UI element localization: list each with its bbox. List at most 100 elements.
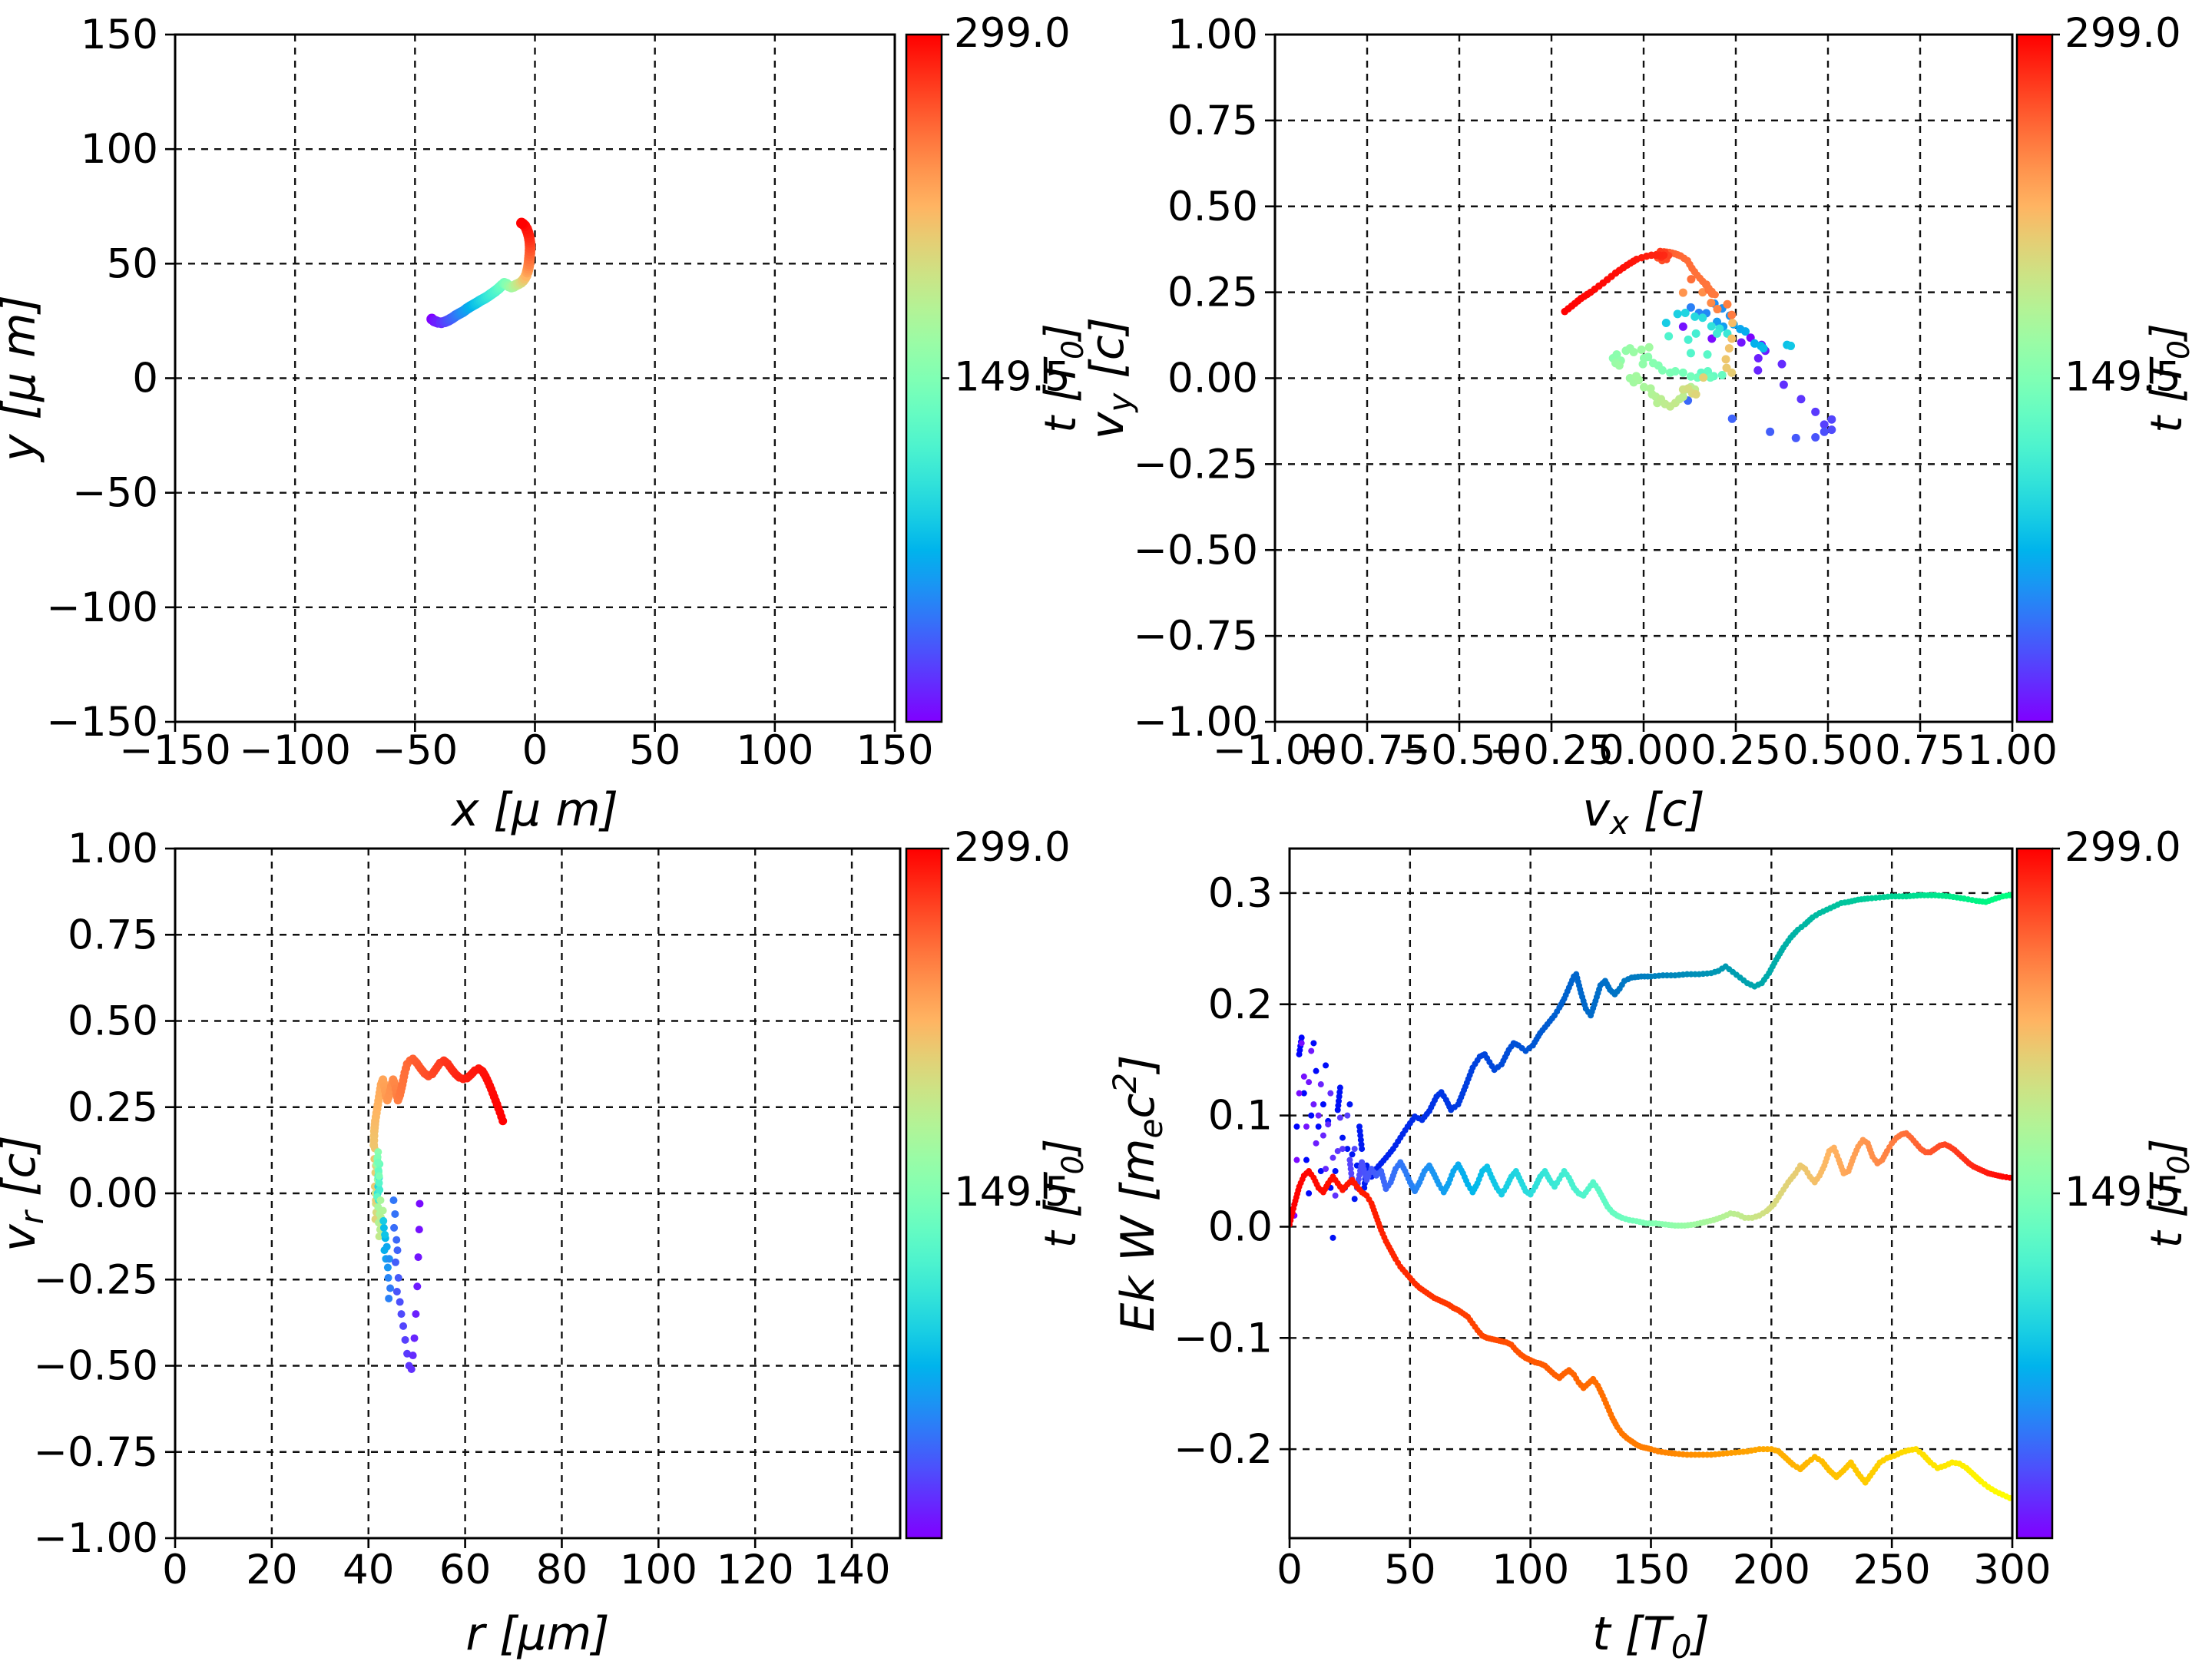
tick-labels: 0 50 100 150 200 250 300 0.3 0.2 0.1 0.0 −0.1 −0.2 (1174, 870, 2051, 1593)
x-tick-label: −100 (239, 727, 351, 774)
x-tick-label: 60 (439, 1547, 491, 1593)
x-tick-label: 80 (536, 1547, 588, 1593)
y-tick-label: −0.50 (34, 1343, 158, 1390)
colorbar-gradient (2015, 847, 2054, 1540)
colorbar-gradient (905, 33, 943, 723)
y-axis-label: Ek W [mec2] (1106, 1055, 1170, 1332)
colorbar-tick-label: 299.0 (954, 824, 1071, 871)
colorbar-label: t [T0] (1036, 1139, 1091, 1249)
colorbar-tick-label: 299.0 (2065, 10, 2181, 57)
colorbar-tick-label: 299.0 (2065, 824, 2181, 871)
tick-labels: −1.00−0.75−0.50−0.250.00 0.25 0.50 0.75 1.00… (1134, 12, 2058, 774)
y-tick-label: 1.00 (1167, 12, 1258, 58)
y-tick-label: 0.0 (1208, 1203, 1273, 1250)
x-tick-label: 0 (522, 727, 548, 774)
x-tick-label: 150 (1612, 1547, 1690, 1593)
x-tick-label: 0.00 (1598, 727, 1689, 774)
x-tick-label: 300 (1973, 1547, 2051, 1593)
y-tick-label: −0.75 (34, 1429, 158, 1476)
x-tick-label: −0.75 (1305, 727, 1429, 774)
colorbar-gradient (905, 847, 943, 1540)
series-layer (426, 217, 536, 329)
y-tick-label: 0.2 (1208, 981, 1273, 1028)
x-tick-label: 100 (736, 727, 813, 774)
y-tick-label: 0.3 (1208, 870, 1273, 917)
x-tick-label: −50 (372, 727, 458, 774)
colorbar: 299.0 149.5t [T0] (2015, 824, 2197, 1540)
energy-curve-rainbow-colormap (1291, 1040, 2012, 1229)
x-tick-label: 50 (629, 727, 680, 774)
y-tick-label: −100 (46, 584, 158, 631)
x-tick-label: 40 (343, 1547, 394, 1593)
grid (1275, 35, 2012, 722)
x-tick-label: 120 (717, 1547, 794, 1593)
y-axis-label: y [μ m] (0, 295, 46, 463)
y-axis-label: vr [c] (0, 1135, 51, 1252)
x-tick-label: 50 (1384, 1547, 1435, 1593)
x-tick-label: −1.00 (1213, 727, 1337, 774)
x-tick-label: 100 (1492, 1547, 1569, 1593)
x-tick-label: −0.25 (1489, 727, 1614, 774)
subplot-energy-work-vs-time: 0 50 100 150 200 250 300 0.3 0.2 0.1 0.0 −0.1 −0.2 t … (1106, 824, 2197, 1666)
x-tick-label: 0 (162, 1547, 188, 1593)
y-tick-label: 0.00 (1167, 356, 1258, 402)
x-axis-label: t [T0] (1592, 1607, 1710, 1666)
x-tick-label: 200 (1733, 1547, 1810, 1593)
y-tick-label: 0.75 (1167, 98, 1258, 144)
y-tick-label: 50 (107, 240, 158, 287)
colorbar: 299.0 149.5t [T0] (905, 10, 1091, 723)
colorbar-tick-label: 149.5 (2065, 1169, 2181, 1216)
y-tick-label: 0.75 (68, 912, 158, 958)
series-layer (369, 1054, 508, 1373)
x-tick-label: 140 (813, 1547, 890, 1593)
x-tick-label: 250 (1853, 1547, 1931, 1593)
grid (1290, 849, 2012, 1538)
x-tick-label: 0.25 (1690, 727, 1781, 774)
radial-arc-late (369, 1054, 508, 1150)
y-tick-label: −1.00 (34, 1515, 158, 1562)
colorbar-gradient (2015, 33, 2054, 723)
energy-curve-winter-colormap (1291, 892, 2012, 1241)
electron-trajectory (426, 217, 536, 329)
y-tick-label: 0.00 (68, 1170, 158, 1217)
x-axis-label: r [μm] (465, 1607, 609, 1661)
radial-cluster (370, 1144, 424, 1373)
colorbar-label: t [T0] (2142, 323, 2197, 433)
x-tick-label: −0.50 (1397, 727, 1522, 774)
y-tick-label: 0.25 (1167, 270, 1258, 316)
y-axis-label: vy [c] (1081, 317, 1139, 439)
energy-curve-autumn-colormap (1290, 1168, 2012, 1501)
tick-labels: 0 20 40 60 80 100 120 140 −1.00 −0.75 −0.50 −0.25 0.… (34, 826, 891, 1593)
y-tick-label: 0 (132, 356, 158, 402)
x-axis-label: x [μ m] (450, 783, 618, 837)
x-tick-label: 0.75 (1875, 727, 1965, 774)
y-tick-label: 0.1 (1208, 1093, 1273, 1140)
y-tick-label: −150 (46, 699, 158, 746)
y-tick-label: −0.1 (1174, 1315, 1273, 1362)
colorbar: 299.0 149.5t [T0] (905, 824, 1091, 1540)
colorbar-tick-label: 149.5 (954, 354, 1071, 401)
y-tick-label: −50 (72, 470, 158, 517)
y-tick-label: −0.2 (1174, 1426, 1273, 1473)
colorbar-tick-label: 149.5 (954, 1169, 1071, 1216)
x-tick-label: 1.00 (1967, 727, 2058, 774)
colorbar-tick-label: 299.0 (954, 10, 1071, 57)
x-tick-label: −150 (119, 727, 231, 774)
x-tick-label: 100 (620, 1547, 697, 1593)
series-layer (1290, 892, 2012, 1501)
x-axis-label: vx [c] (1582, 783, 1704, 842)
x-tick-label: 0.50 (1783, 727, 1873, 774)
y-tick-label: −1.00 (1134, 699, 1258, 746)
y-tick-label: −0.25 (1134, 441, 1258, 488)
series-layer (1561, 247, 1836, 442)
colorbar-label: t [T0] (1036, 323, 1091, 433)
x-tick-label: 0 (1277, 1547, 1303, 1593)
subplot-radial-phase-rvr: 0 20 40 60 80 100 120 140 −1.00 −0.75 −0.50 −0.25 0.… (0, 824, 1091, 1661)
colorbar-label: t [T0] (2142, 1139, 2197, 1249)
subplot-position-xy: −150 −100 −50 0 50 100 150−150−100−50050100150… (0, 10, 1091, 837)
colorbar-tick-label: 149.5 (2065, 354, 2181, 401)
subplot-velocity-vxvy: −1.00−0.75−0.50−0.250.00 0.25 0.50 0.75 1.00… (1081, 10, 2197, 842)
y-tick-label: −0.25 (34, 1256, 158, 1303)
